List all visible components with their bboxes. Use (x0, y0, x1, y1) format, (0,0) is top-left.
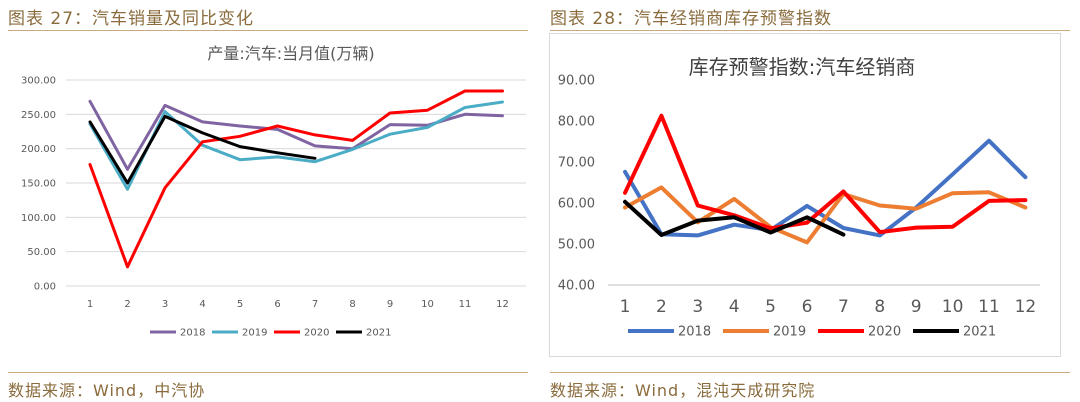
left-legend-label-2021: 2021 (366, 328, 391, 339)
left-y-tick-label: 50.00 (27, 247, 56, 258)
right-top-rule (550, 30, 1070, 31)
left-x-tick-label: 6 (274, 299, 280, 310)
left-x-tick-label: 11 (459, 299, 472, 310)
left-legend: 2018 2019 2020 2021 (150, 328, 391, 339)
right-figure-source: 数据来源：Wind，混沌天成研究院 (550, 381, 816, 400)
right-x-tick-label: 2 (656, 297, 667, 317)
right-x-tick-label: 5 (765, 297, 776, 317)
right-y-tick-label: 40.00 (558, 279, 595, 294)
right-x-tick-label: 7 (838, 297, 849, 317)
left-x-axis-ticks: 1 2 3 4 5 6 7 8 9 10 11 12 (87, 299, 509, 310)
right-legend-label-2019: 2019 (773, 325, 806, 340)
left-x-tick-label: 4 (199, 299, 205, 310)
left-legend-label-2018: 2018 (180, 328, 205, 339)
right-series-2019-line (623, 185, 1028, 245)
left-x-tick-label: 2 (124, 299, 130, 310)
left-bottom-rule (8, 372, 528, 373)
left-x-tick-label: 10 (421, 299, 434, 310)
right-y-tick-label: 90.00 (558, 74, 595, 89)
right-x-axis-ticks: 1 2 3 4 5 6 7 8 9 10 11 12 (620, 297, 1037, 317)
left-y-tick-label: 200.00 (21, 144, 56, 155)
left-y-tick-label: 150.00 (21, 179, 56, 190)
right-x-tick-label: 1 (620, 297, 631, 317)
right-legend-label-2018: 2018 (678, 325, 711, 340)
left-x-tick-label: 8 (349, 299, 355, 310)
right-x-tick-label: 11 (978, 297, 1000, 317)
left-x-tick-label: 12 (496, 299, 509, 310)
left-chart-title: 产量:汽车:当月值(万辆) (207, 44, 374, 63)
left-y-tick-label: 300.00 (21, 76, 56, 87)
left-series-lines (88, 89, 504, 269)
left-x-tick-label: 7 (312, 299, 318, 310)
right-x-tick-label: 4 (729, 297, 740, 317)
left-legend-label-2020: 2020 (304, 328, 329, 339)
right-x-tick-label: 12 (1015, 297, 1037, 317)
left-series-2020-line (88, 89, 504, 269)
right-series-2021-line (623, 199, 846, 237)
right-x-tick-label: 3 (692, 297, 703, 317)
left-y-axis-ticks: 0.00 50.00 100.00 150.00 200.00 250.00 300.00 (21, 76, 56, 293)
left-x-tick-label: 5 (237, 299, 243, 310)
right-chart-panel: 库存预警指数:汽车经销商 40.00 50.00 60.00 70.00 80.00 90… (549, 33, 1061, 357)
left-x-tick-label: 1 (87, 299, 93, 310)
left-top-rule (8, 30, 528, 31)
left-legend-label-2019: 2019 (242, 328, 267, 339)
right-bottom-rule (550, 372, 1070, 373)
left-series-2019-line (88, 100, 504, 191)
right-x-tick-label: 6 (802, 297, 813, 317)
left-y-tick-label: 250.00 (21, 110, 56, 121)
right-series-2020-line (623, 113, 1028, 235)
right-x-tick-label: 10 (942, 297, 964, 317)
left-x-tick-label: 9 (387, 299, 393, 310)
right-y-tick-label: 70.00 (558, 156, 595, 171)
right-legend-label-2021: 2021 (963, 325, 996, 340)
right-chart-title: 库存预警指数:汽车经销商 (689, 55, 916, 79)
left-y-tick-label: 0.00 (34, 282, 56, 293)
right-x-tick-label: 8 (874, 297, 885, 317)
left-chart-panel: 产量:汽车:当月值(万辆) 0.00 50.00 100.00 150.00 200.0… (8, 32, 528, 372)
right-legend-label-2020: 2020 (868, 325, 901, 340)
right-series-lines (623, 113, 1028, 245)
right-y-axis-ticks: 40.00 50.00 60.00 70.00 80.00 90.00 (558, 74, 595, 294)
left-y-tick-label: 100.00 (21, 213, 56, 224)
right-legend: 2018 2019 2020 2021 (628, 325, 996, 340)
right-figure-caption: 图表 28：汽车经销商库存预警指数 (550, 9, 833, 29)
left-figure-caption: 图表 27：汽车销量及同比变化 (8, 9, 255, 29)
right-y-tick-label: 50.00 (558, 238, 595, 253)
left-grid (66, 79, 526, 287)
right-chart-svg: 库存预警指数:汽车经销商 40.00 50.00 60.00 70.00 80.00 90… (558, 55, 1040, 340)
right-x-tick-label: 9 (911, 297, 922, 317)
left-x-tick-label: 3 (162, 299, 168, 310)
right-y-tick-label: 80.00 (558, 115, 595, 130)
left-figure-source: 数据来源：Wind，中汽协 (8, 381, 206, 400)
right-y-tick-label: 60.00 (558, 197, 595, 212)
left-chart-svg: 产量:汽车:当月值(万辆) 0.00 50.00 100.00 150.00 200.0… (21, 44, 526, 339)
